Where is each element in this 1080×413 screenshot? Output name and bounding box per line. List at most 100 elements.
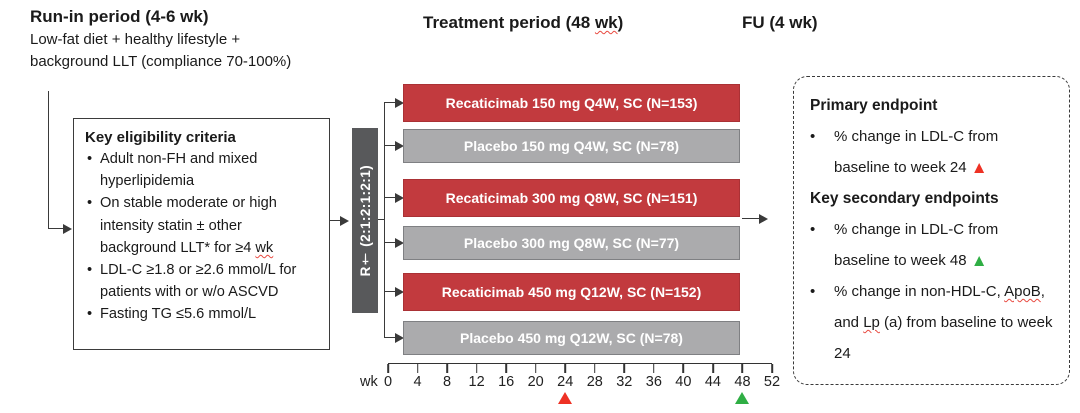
arm-label: Recaticimab 450 mg Q12W, SC (N=152) (441, 284, 702, 300)
axis-tick-label: 8 (443, 374, 452, 390)
eligibility-item-text: Adult non-FH and mixed hyperlipidemia (100, 151, 258, 190)
axis-tick-label: 16 (498, 374, 515, 390)
axis-tick-label: 32 (616, 374, 633, 390)
arm-label: Placebo 150 mg Q4W, SC (N=78) (463, 138, 680, 154)
axis-tick-label: 12 (468, 374, 485, 390)
secondary-endpoint-2-seg: , and (834, 283, 1045, 331)
bullet-icon: • (810, 128, 816, 145)
secondary-endpoint-2-text: % change in non-HDL-C, ApoB, and Lp (a) … (834, 276, 1057, 369)
branch-line-arm5 (384, 291, 396, 292)
treatment-title-wk: wk (594, 13, 618, 32)
arms-to-endpoints-arrowhead-icon (759, 214, 768, 224)
runin-connector-vline (48, 91, 49, 229)
eligibility-item: • Adult non-FH and mixed hyperlipidemia (85, 148, 318, 192)
eligibility-item-text: LDL-C ≥1.8 or ≥2.6 mmol/L for patients w… (100, 262, 297, 301)
branch-arrowhead-icon (395, 333, 404, 343)
axis-tick (446, 364, 448, 373)
arm-bar-recaticimab-450: Recaticimab 450 mg Q12W, SC (N=152) (403, 273, 740, 311)
randomization-label: R† (2:1:2:1:2:1) (357, 164, 373, 277)
axis-labels: 0 4 8 12 16 20 24 28 32 36 40 44 48 52 (384, 374, 780, 390)
branch-line-arm3 (384, 197, 396, 198)
branch-arrowhead-icon (395, 141, 404, 151)
secondary-endpoints-title: Key secondary endpoints (810, 190, 999, 207)
arm-label: Placebo 300 mg Q8W, SC (N=77) (463, 235, 680, 251)
arm-label: Recaticimab 300 mg Q8W, SC (N=151) (445, 190, 698, 206)
arm-label: Placebo 450 mg Q12W, SC (N=78) (460, 330, 683, 346)
fu-period-title: FU (4 wk) (742, 13, 818, 32)
branch-line-arm1 (384, 102, 396, 103)
secondary-endpoint-2-seg: (a) from baseline to week 24 (834, 314, 1053, 362)
arm-bar-recaticimab-300: Recaticimab 300 mg Q8W, SC (N=151) (403, 179, 740, 217)
axis-unit-label: wk (360, 374, 378, 390)
eligibility-title: Key eligibility criteria (85, 129, 236, 146)
primary-endpoint-title: Primary endpoint (810, 97, 938, 114)
branch-arrowhead-icon (395, 287, 404, 297)
secondary-endpoint-2-wavy: Lp (863, 314, 880, 331)
treatment-period-title: Treatment period (48 wk) (423, 13, 623, 33)
red-triangle-icon: ▲ (970, 158, 988, 177)
primary-endpoint-text: % change in LDL-C from baseline to week … (834, 121, 1057, 183)
arm-label: Recaticimab 150 mg Q4W, SC (N=153) (445, 95, 698, 111)
branch-stub-line (378, 219, 385, 220)
arm-bar-placebo-450: Placebo 450 mg Q12W, SC (N=78) (403, 321, 740, 355)
branch-line-arm4 (384, 242, 396, 243)
secondary-endpoint-2-seg: % change in non-HDL-C, (834, 283, 1005, 300)
axis-tick-label: 28 (586, 374, 603, 390)
primary-endpoint-item: • % change in LDL-C from baseline to wee… (810, 121, 1057, 183)
arm-bar-placebo-300: Placebo 300 mg Q8W, SC (N=77) (403, 226, 740, 260)
runin-line2: background LLT (compliance 70-100%) (30, 53, 292, 70)
treatment-title-text: Treatment period (48 (423, 13, 595, 32)
eligibility-to-r-line (330, 220, 341, 221)
bullet-icon: • (87, 195, 93, 212)
axis-tick-label: 0 (383, 374, 393, 390)
axis-tick (712, 364, 714, 373)
branch-arrowhead-icon (395, 193, 404, 203)
secondary-endpoint-1-body: % change in LDL-C from baseline to week … (834, 221, 999, 269)
axis-tick (387, 364, 389, 373)
axis-tick (475, 364, 478, 373)
bullet-icon: • (87, 262, 93, 279)
axis-tick (416, 364, 419, 373)
arm-bar-recaticimab-150: Recaticimab 150 mg Q4W, SC (N=153) (403, 84, 740, 122)
axis-tick (505, 364, 507, 373)
branch-arrowhead-icon (395, 98, 404, 108)
branch-arrowhead-icon (395, 238, 404, 248)
treatment-title-close: ) (617, 13, 624, 32)
axis-tick-label: 44 (704, 374, 721, 390)
secondary-endpoint-item-1: • % change in LDL-C from baseline to wee… (810, 214, 1057, 276)
week-axis (387, 363, 773, 373)
branch-line-arm2 (384, 145, 396, 146)
axis-tick-label: 40 (675, 374, 692, 390)
eligibility-item-text: On stable moderate or high intensity sta… (100, 195, 277, 256)
axis-tick-label: 52 (763, 374, 781, 390)
bullet-icon: • (810, 221, 816, 238)
axis-tick (564, 364, 567, 373)
eligibility-item: • Fasting TG ≤5.6 mmol/L (85, 303, 318, 325)
axis-tick-label: 24 (557, 374, 574, 390)
secondary-endpoint-2-wavy: ApoB (1004, 283, 1041, 300)
bullet-icon: • (810, 283, 816, 300)
branch-vline (384, 103, 385, 338)
axis-tick (593, 364, 596, 373)
axis-tick (534, 364, 537, 373)
secondary-endpoint-item-2: • % change in non-HDL-C, ApoB, and Lp (a… (810, 276, 1057, 369)
eligibility-item-wavy: wk (255, 239, 274, 256)
runin-line1: Low-fat diet + healthy lifestyle + (30, 31, 241, 48)
axis-tick-label: 4 (413, 374, 422, 390)
eligibility-to-r-arrowhead-icon (340, 216, 349, 226)
primary-endpoint-text-body: % change in LDL-C from baseline to week … (834, 128, 999, 176)
axis-tick-label: 36 (645, 374, 662, 390)
runin-arrowhead-icon (63, 224, 72, 234)
eligibility-list: • Adult non-FH and mixed hyperlipidemia •… (85, 148, 318, 326)
eligibility-item-text: Fasting TG ≤5.6 mmol/L (100, 306, 257, 323)
secondary-endpoint-1-text: % change in LDL-C from baseline to week … (834, 214, 1057, 276)
green-triangle-icon: ▲ (970, 251, 988, 270)
arm-bar-placebo-150: Placebo 150 mg Q4W, SC (N=78) (403, 129, 740, 163)
eligibility-box: Key eligibility criteria • Adult non-FH a… (73, 118, 330, 350)
randomization-bar: R† (2:1:2:1:2:1) (352, 128, 378, 313)
eligibility-item: • On stable moderate or high intensity st… (85, 192, 318, 259)
bullet-icon: • (87, 151, 93, 167)
week48-green-triangle-icon (735, 392, 749, 404)
eligibility-item: • LDL-C ≥1.8 or ≥2.6 mmol/L for patients … (85, 259, 318, 303)
